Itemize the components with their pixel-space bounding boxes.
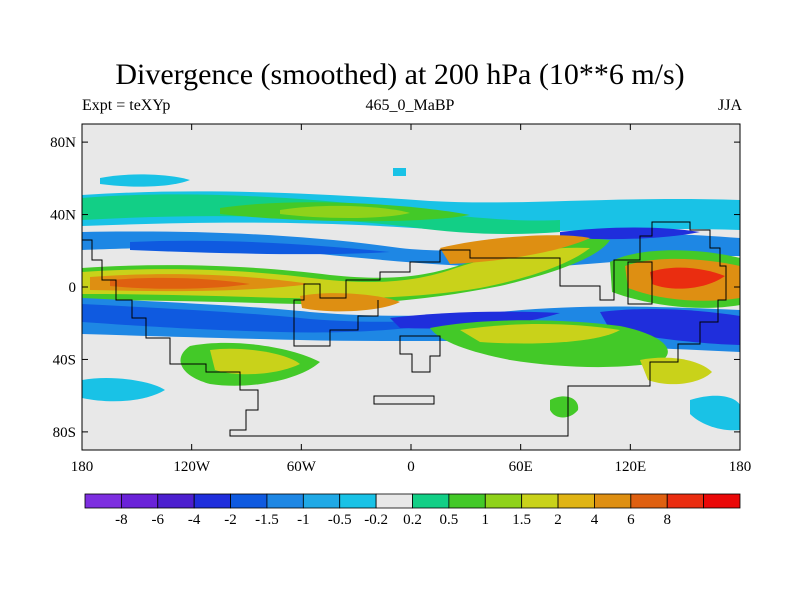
colorbar-swatch <box>157 493 195 509</box>
indian-ocean-divergence-mid <box>460 324 620 344</box>
colorbar-swatch <box>84 493 122 509</box>
south-pacific-divergence-peak <box>210 348 300 375</box>
southwest-pacific-divergence <box>640 357 712 385</box>
colorbar-swatch <box>193 493 231 509</box>
island-outline <box>627 261 653 305</box>
colorbar-swatch <box>630 493 668 509</box>
indian-ocean-convergence-core <box>390 311 560 329</box>
colorbar-label: -0.2 <box>364 512 388 528</box>
west-pacific-divergence-peak <box>650 267 725 289</box>
y-tick-label: 40S <box>53 352 76 368</box>
southern-high-latitude-divergence <box>550 396 579 418</box>
y-tick-label: 80S <box>53 425 76 441</box>
map-field <box>82 124 740 450</box>
colorbar-swatch <box>666 493 705 509</box>
colorbar-swatch <box>412 493 450 509</box>
colorbar-swatch <box>557 493 595 509</box>
experiment-id-label: 465_0_MaBP <box>365 97 455 114</box>
small-arctic-convergence <box>393 168 406 176</box>
colorbar-label: 0.5 <box>440 512 459 528</box>
colorbar-label: 2 <box>554 512 562 528</box>
colorbar-label: -4 <box>188 512 201 528</box>
colorbar-swatch <box>120 493 159 509</box>
colorbar-swatch <box>266 493 304 509</box>
colorbar-swatch <box>484 493 523 509</box>
north-pacific-convergence <box>100 174 190 187</box>
colorbar-swatch <box>703 493 741 509</box>
southern-convergence-mid <box>82 304 470 333</box>
x-tick-label: 180 <box>71 459 94 475</box>
colorbar-label: 4 <box>591 512 599 528</box>
colorbar-label: 1 <box>482 512 490 528</box>
colorbar: -8 -6 -4 -2 -1.5 -1 -0.5 -0.2 0.2 0.5 1 1.5 2 4 6 8 <box>84 493 741 528</box>
colorbar-swatch <box>521 493 559 509</box>
y-tick-label: 80N <box>50 135 76 151</box>
colorbar-swatch <box>302 493 341 509</box>
season-label: JJA <box>717 97 742 114</box>
colorbar-label: 8 <box>663 512 671 528</box>
southern-high-latitude-convergence <box>690 395 740 431</box>
y-tick-label: 40N <box>50 208 76 224</box>
y-tick-label: 0 <box>69 280 77 296</box>
africa-divergence-core <box>440 235 590 264</box>
continent-outlines <box>82 221 727 437</box>
northern-midlatitude-peak <box>280 205 410 218</box>
x-tick-label: 60W <box>287 459 317 475</box>
southern-landmass-outline <box>399 335 441 373</box>
experiment-label: Expt = teXYp <box>82 97 171 114</box>
colorbar-label: -1.5 <box>255 512 279 528</box>
x-tick-label: 60E <box>509 459 533 475</box>
colorbar-swatch <box>594 493 632 509</box>
colorbar-label: -8 <box>115 512 128 528</box>
colorbar-label: -2 <box>224 512 237 528</box>
y-axis: 80N 40N 0 40S 80S <box>50 135 740 441</box>
x-tick-label: 120E <box>614 459 646 475</box>
colorbar-label: 1.5 <box>512 512 531 528</box>
colorbar-swatch <box>230 493 268 509</box>
south-pacific-convergence-core <box>600 309 740 345</box>
colorbar-swatch <box>448 493 486 509</box>
colorbar-swatch <box>339 493 377 509</box>
asia-convergence-core <box>560 227 700 240</box>
x-tick-label: 0 <box>407 459 415 475</box>
pacific-divergence-peak <box>110 277 250 289</box>
antarctic-outline <box>373 395 435 405</box>
x-axis: 180 120W 60W 0 60E 120E 180 <box>71 124 752 475</box>
plot-title: Divergence (smoothed) at 200 hPa (10**6 … <box>115 58 685 91</box>
colorbar-label: 0.2 <box>403 512 422 528</box>
x-tick-label: 180 <box>729 459 752 475</box>
southern-ocean-convergence <box>82 378 165 402</box>
colorbar-label: -1 <box>297 512 310 528</box>
colorbar-label: -0.5 <box>328 512 352 528</box>
colorbar-label: -6 <box>152 512 165 528</box>
colorbar-label: 6 <box>627 512 635 528</box>
north-tropical-convergence-core <box>130 240 390 255</box>
colorbar-swatch <box>375 493 413 509</box>
x-tick-label: 120W <box>173 459 211 475</box>
